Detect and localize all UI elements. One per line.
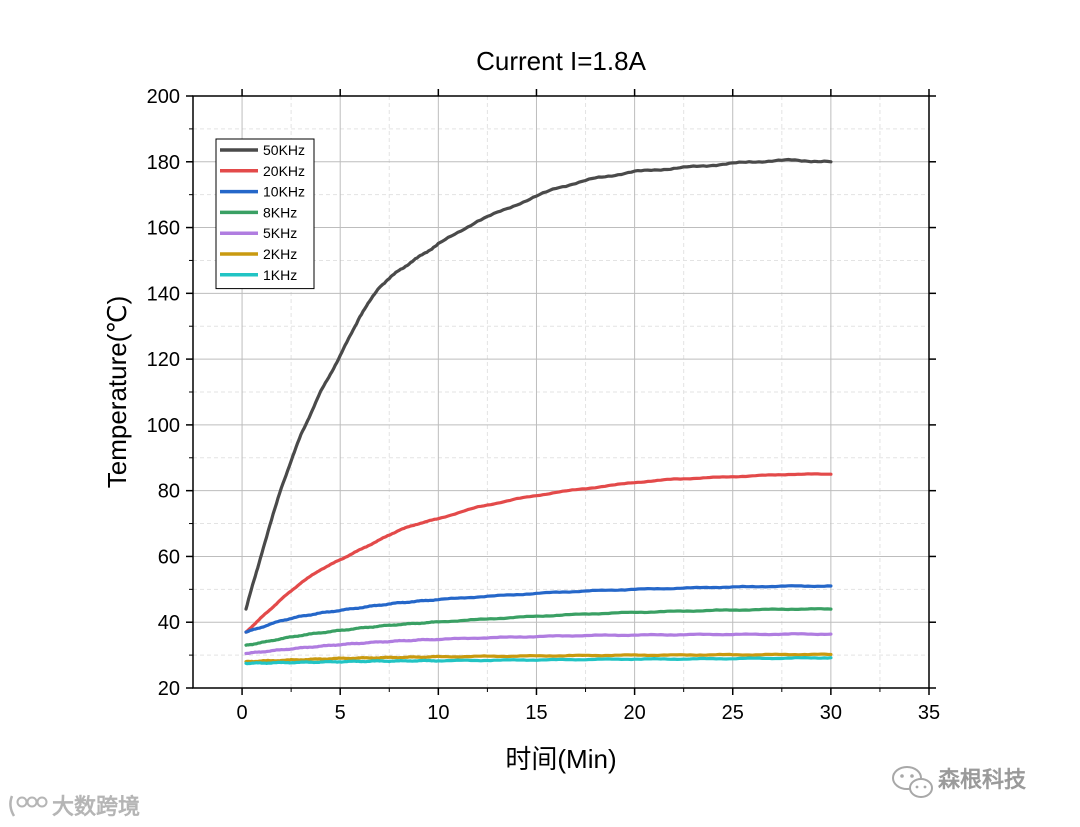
series-line-20KHz bbox=[244, 472, 833, 634]
watermark-right-text: 森根科技 bbox=[938, 767, 1027, 792]
legend-label: 5KHz bbox=[263, 225, 297, 241]
watermark-left: 大数跨境 bbox=[9, 794, 140, 819]
x-tick-label: 10 bbox=[427, 702, 449, 724]
x-tick-label: 5 bbox=[335, 702, 346, 724]
series-layer bbox=[244, 157, 833, 666]
y-tick-label: 100 bbox=[147, 415, 180, 437]
chart-title: Current I=1.8A bbox=[476, 46, 646, 76]
legend-label: 8KHz bbox=[263, 204, 297, 220]
y-tick-label: 180 bbox=[147, 152, 180, 174]
series-line-8KHz bbox=[244, 607, 833, 647]
wechat-icon bbox=[892, 766, 933, 798]
x-axis-title: 时间(Min) bbox=[505, 744, 616, 774]
x-tick-label: 15 bbox=[525, 702, 547, 724]
series-line-5KHz bbox=[244, 632, 833, 656]
y-tick-label: 140 bbox=[147, 283, 180, 305]
series-line-1KHz bbox=[244, 656, 833, 666]
x-tick-label: 25 bbox=[722, 702, 744, 724]
legend-label: 10KHz bbox=[263, 184, 305, 200]
x-tick-label: 30 bbox=[820, 702, 842, 724]
y-tick-label: 20 bbox=[158, 678, 180, 700]
x-tick-label: 20 bbox=[623, 702, 645, 724]
x-tick-label: 35 bbox=[918, 702, 940, 724]
grid-layer bbox=[193, 96, 929, 688]
y-tick-label: 120 bbox=[147, 349, 180, 371]
series-line-2KHz bbox=[244, 652, 833, 664]
watermark-right: 森根科技 bbox=[892, 766, 1027, 798]
y-axis-title: Temperature(℃) bbox=[102, 296, 132, 488]
legend-label: 1KHz bbox=[263, 267, 297, 283]
y-tick-label: 60 bbox=[158, 546, 180, 568]
series-line-50KHz bbox=[244, 157, 833, 611]
series-line-10KHz bbox=[244, 584, 833, 634]
y-tick-label: 160 bbox=[147, 218, 180, 240]
tick-layer: 20 40 60 80 100 120 140 160 180 200 0 5 10 15 20 25 30 35 bbox=[147, 86, 941, 724]
y-tick-label: 80 bbox=[158, 481, 180, 503]
legend-label: 50KHz bbox=[263, 142, 305, 158]
y-tick-label: 40 bbox=[158, 612, 180, 634]
y-tick-label: 200 bbox=[147, 86, 180, 108]
x-tick-label: 0 bbox=[237, 702, 248, 724]
legend-label: 20KHz bbox=[263, 163, 305, 179]
brand-logo-icon bbox=[9, 795, 48, 817]
legend: 50KHz 20KHz 10KHz 8KHz 5KHz 2KHz 1KHz bbox=[215, 138, 315, 290]
legend-label: 2KHz bbox=[263, 246, 297, 262]
watermark-left-text: 大数跨境 bbox=[52, 794, 140, 819]
